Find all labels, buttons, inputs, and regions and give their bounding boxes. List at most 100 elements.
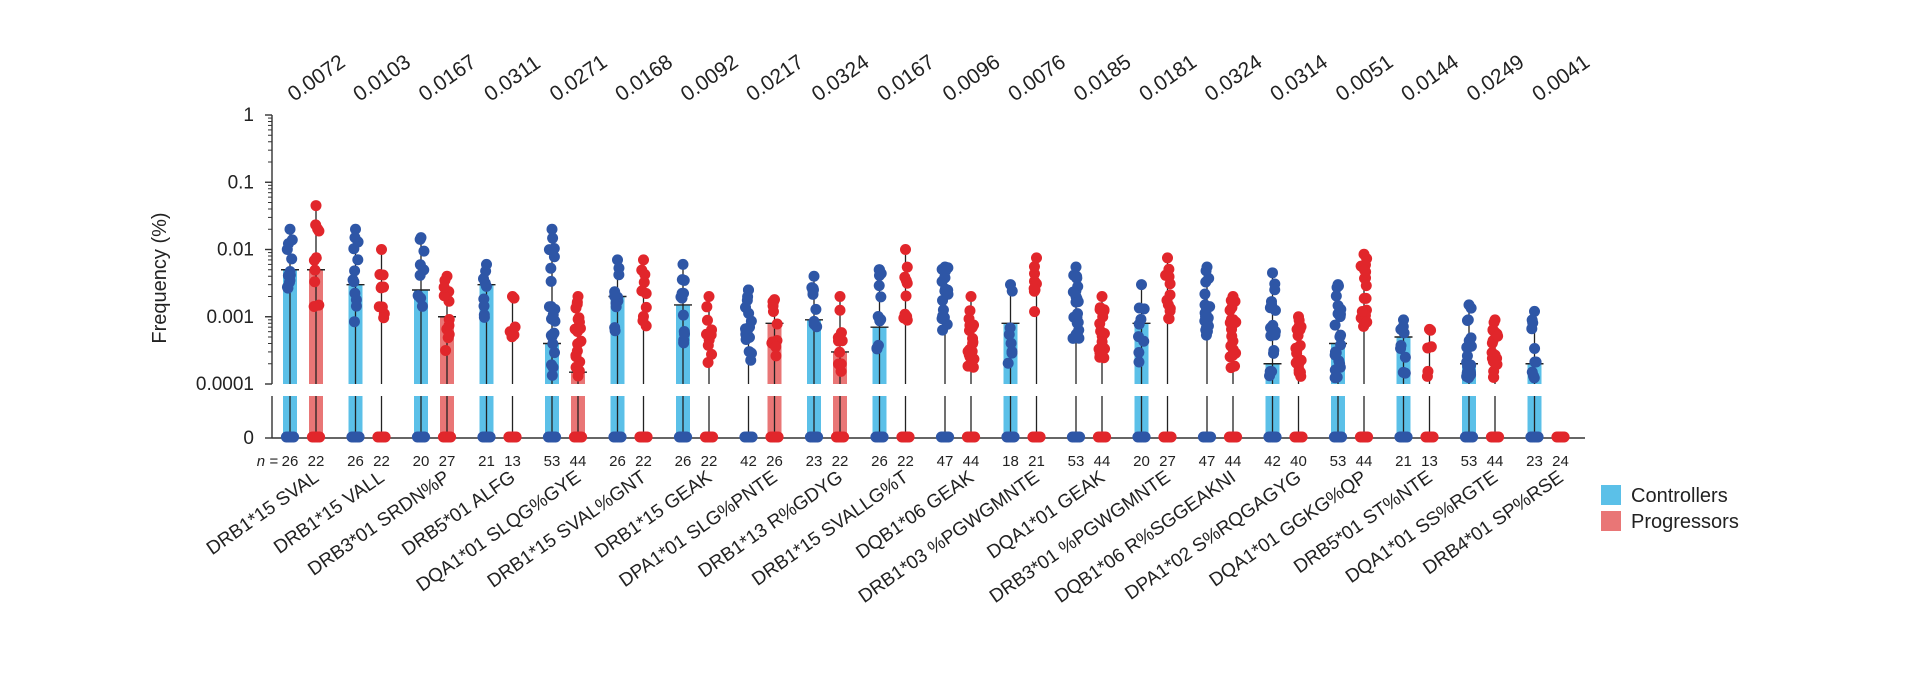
progressors-dot — [570, 302, 582, 314]
progressors-dot — [1162, 252, 1173, 264]
controllers-zero-dot — [419, 431, 431, 443]
controllers-dot — [1004, 322, 1016, 334]
controllers-dot — [1071, 272, 1083, 284]
progressors-dot — [1361, 316, 1373, 328]
progressors-dot — [640, 301, 652, 313]
y-tick-label: 0.0001 — [196, 374, 254, 395]
n-controllers-label: 53 — [1330, 453, 1347, 470]
progressors-dot — [1492, 330, 1504, 342]
controllers-dot — [1399, 351, 1411, 363]
p-value-label: 0.0051 — [1332, 50, 1398, 106]
progressors-dot — [443, 328, 455, 340]
controllers-zero-dot — [1532, 431, 1544, 443]
controllers-dot — [1462, 314, 1474, 326]
legend-swatch-controllers — [1601, 485, 1621, 505]
controllers-dot — [1006, 285, 1018, 297]
controllers-zero-dot — [484, 431, 496, 443]
progressors-dot — [440, 344, 452, 356]
n-controllers-label: 20 — [413, 453, 430, 470]
progressors-dot — [1293, 367, 1305, 379]
progressors-zero-dot — [379, 431, 391, 443]
progressors-dot — [308, 254, 320, 266]
controllers-dot — [1334, 308, 1346, 320]
n-progressors-label: 13 — [504, 453, 521, 470]
n-progressors-label: 21 — [1028, 453, 1045, 470]
progressors-dot — [967, 336, 979, 348]
p-value-label: 0.0314 — [1266, 50, 1332, 106]
progressors-dot — [1095, 349, 1107, 361]
n-controllers-label: 26 — [871, 453, 888, 470]
controllers-dot — [1461, 366, 1473, 378]
p-value-label: 0.0167 — [415, 50, 481, 106]
controllers-dot — [1331, 371, 1343, 383]
legend: Controllers Progressors — [1601, 485, 1739, 533]
progressors-dot — [637, 315, 649, 327]
controllers-dot — [612, 254, 623, 266]
controllers-dot — [609, 322, 621, 334]
controllers-dot — [745, 347, 757, 359]
controllers-dot — [742, 284, 754, 296]
controllers-dot — [1133, 302, 1145, 314]
n-controllers-label: 18 — [1002, 453, 1019, 470]
controllers-dot — [677, 258, 689, 270]
progressors-zero-dot — [314, 431, 326, 443]
controllers-dot — [418, 245, 430, 257]
controllers-dot — [871, 343, 883, 355]
n-progressors-label: 44 — [1225, 453, 1242, 470]
n-progressors-label: 22 — [897, 453, 914, 470]
n-progressors-label: 44 — [570, 453, 587, 470]
progressors-dot — [702, 339, 714, 351]
controllers-dot — [1005, 337, 1017, 349]
controllers-zero-dot — [1074, 431, 1086, 443]
progressors-dot — [572, 326, 584, 338]
controllers-dot — [478, 300, 490, 312]
progressors-dot — [1487, 356, 1499, 368]
progressors-zero-dot — [1100, 431, 1112, 443]
progressors-dot — [901, 261, 913, 273]
progressors-dot — [1225, 294, 1237, 306]
progressors-zero-dot — [1362, 431, 1374, 443]
n-progressors-label: 24 — [1552, 453, 1569, 470]
controllers-dot — [1529, 305, 1540, 317]
progressors-dot — [508, 292, 520, 304]
controllers-dot — [1465, 332, 1477, 344]
progressors-zero-dot — [1493, 431, 1505, 443]
progressors-dot — [771, 318, 783, 330]
progressors-dot — [1028, 261, 1040, 273]
controllers-dot — [1200, 311, 1212, 323]
progressors-dot — [702, 357, 714, 369]
controllers-dot — [1329, 319, 1341, 331]
progressors-dot — [834, 304, 846, 316]
progressors-dot — [1358, 264, 1370, 276]
controllers-dot — [744, 321, 756, 333]
controllers-dot — [1527, 317, 1539, 329]
progressors-dot — [900, 274, 912, 286]
progressors-dot — [309, 264, 321, 276]
progressors-dot — [900, 290, 912, 302]
controllers-dot — [286, 234, 298, 246]
progressors-dot — [1029, 306, 1041, 318]
p-value-label: 0.0103 — [349, 50, 415, 106]
n-controllers-label: 26 — [347, 453, 364, 470]
controllers-dot — [1203, 272, 1215, 284]
controllers-dot — [478, 309, 490, 321]
controllers-zero-dot — [746, 431, 758, 443]
controllers-dot — [740, 301, 752, 313]
legend-label-progressors: Progressors — [1631, 511, 1739, 533]
progressors-dot — [443, 320, 455, 332]
controllers-dot — [810, 303, 822, 315]
controllers-dot — [1201, 323, 1213, 335]
n-controllers-label: 21 — [1395, 453, 1412, 470]
controllers-dot — [1268, 345, 1280, 357]
progressors-dot — [309, 276, 321, 288]
p-value-label: 0.0072 — [284, 50, 350, 106]
progressors-dot — [1161, 294, 1173, 306]
controllers-dot — [284, 223, 296, 235]
controllers-dot — [1006, 347, 1018, 359]
progressors-dot — [375, 282, 387, 294]
progressors-dot — [572, 366, 584, 378]
n-controllers-label: 53 — [1461, 453, 1478, 470]
progressors-dot — [1230, 316, 1242, 328]
progressors-zero-dot — [510, 431, 522, 443]
controllers-dot — [1072, 308, 1084, 320]
